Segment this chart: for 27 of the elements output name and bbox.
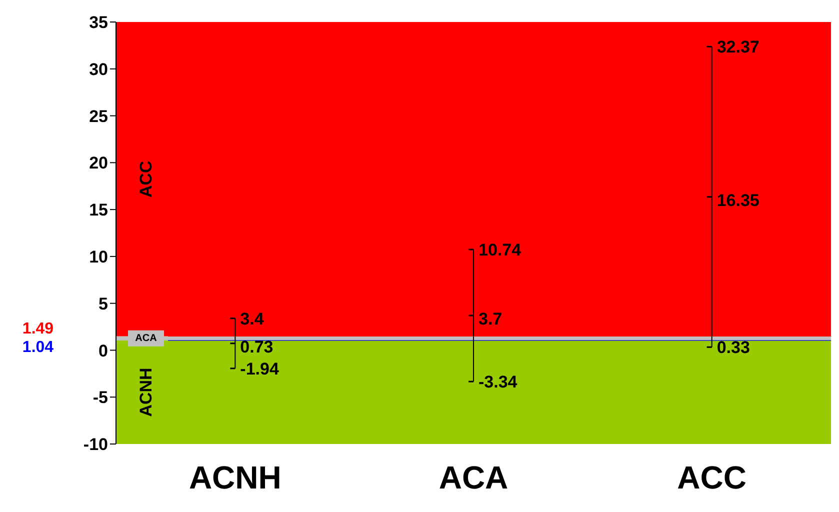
y-tick-label: 30 bbox=[89, 60, 108, 79]
band-label: ACA bbox=[135, 332, 157, 344]
y-tick-label: 20 bbox=[89, 154, 108, 173]
band-label: ACC bbox=[136, 160, 156, 198]
ref-line-label: 1.04 bbox=[22, 338, 54, 356]
y-tick-label: -5 bbox=[92, 388, 108, 408]
x-tick-label: ACA bbox=[438, 460, 508, 496]
data-label: -1.94 bbox=[240, 359, 280, 378]
data-label: 0.73 bbox=[240, 337, 274, 356]
y-tick-label: 10 bbox=[89, 247, 108, 266]
y-tick-label: 15 bbox=[89, 200, 108, 220]
data-label: 3.7 bbox=[478, 310, 502, 329]
data-label: 16.35 bbox=[716, 190, 760, 210]
y-tick-label: 5 bbox=[98, 294, 108, 314]
data-label: 10.74 bbox=[478, 240, 522, 260]
band-label: ACNH bbox=[136, 368, 156, 417]
y-tick-label: 35 bbox=[89, 13, 108, 32]
data-label: 0.33 bbox=[716, 338, 750, 358]
x-tick-label: ACNH bbox=[188, 460, 282, 496]
data-label: -3.34 bbox=[478, 372, 518, 392]
data-label: 3.4 bbox=[240, 309, 264, 328]
ref-line-label: 1.49 bbox=[22, 320, 54, 338]
y-tick-label: 0 bbox=[98, 341, 108, 360]
x-tick-label: ACC bbox=[677, 460, 746, 496]
y-tick-label: -10 bbox=[83, 435, 108, 454]
data-label: 32.37 bbox=[716, 38, 760, 57]
y-tick-label: 25 bbox=[89, 106, 108, 126]
